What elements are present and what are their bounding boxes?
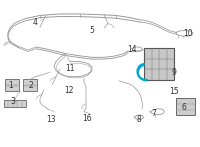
Text: 3: 3 (11, 97, 15, 106)
FancyBboxPatch shape (5, 79, 19, 91)
Text: 13: 13 (46, 115, 56, 124)
Text: 8: 8 (137, 115, 141, 124)
Text: 15: 15 (169, 87, 179, 96)
FancyBboxPatch shape (176, 98, 195, 115)
FancyBboxPatch shape (4, 100, 26, 107)
Text: 7: 7 (152, 109, 156, 118)
FancyBboxPatch shape (23, 79, 37, 91)
Text: 5: 5 (90, 26, 94, 35)
Text: 11: 11 (65, 64, 75, 73)
Text: 9: 9 (172, 67, 176, 77)
FancyBboxPatch shape (144, 48, 174, 80)
Text: 6: 6 (182, 103, 186, 112)
Text: 2: 2 (29, 81, 33, 91)
Text: 10: 10 (183, 29, 193, 38)
Text: 12: 12 (64, 86, 74, 95)
Text: 14: 14 (127, 45, 137, 55)
Text: 1: 1 (9, 81, 13, 91)
Text: 4: 4 (33, 17, 37, 27)
Text: 16: 16 (82, 114, 92, 123)
